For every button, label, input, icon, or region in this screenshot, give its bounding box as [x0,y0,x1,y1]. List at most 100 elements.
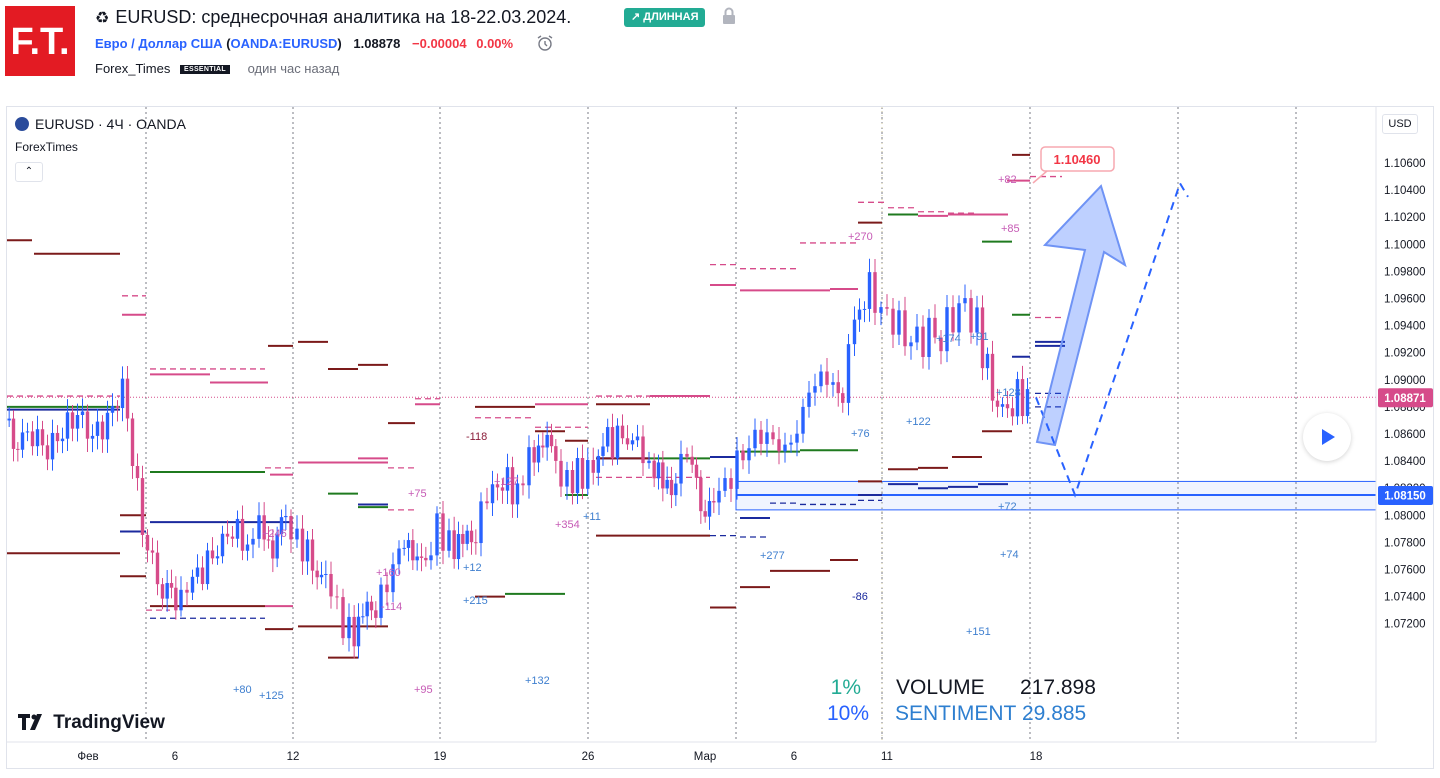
candle-body [665,479,669,489]
candle-body [356,616,361,647]
candle-body [105,412,110,440]
candle-body [60,438,65,442]
symbol-legend: EURUSD · 4Ч · OANDA [15,116,186,132]
candle-body [319,574,324,578]
candle-body [620,425,625,439]
candle-body [424,557,428,561]
forecast-path [1035,180,1189,498]
candle-body [565,470,569,487]
idea-title: ♻ EURUSD: среднесрочная аналитика на 18-2… [95,7,571,28]
candle-body [969,298,973,333]
pivot-annotation: +122 [906,416,931,428]
candle-body [707,501,712,517]
forex-times-logo: F.T. [5,6,75,76]
idea-title-text: EURUSD: среднесрочная аналитика на 18-22… [115,7,572,27]
price-axis-tick: 1.10600 [1384,158,1426,170]
candle-body [415,556,419,561]
price-axis-tick: 1.07600 [1384,565,1426,577]
candle-body [897,310,901,335]
published-time: один час назад [247,61,340,76]
candle-body [879,307,883,313]
ticker-text: OANDA:EURUSD [230,36,338,51]
candle-body [402,547,406,549]
candle-body [1000,404,1005,407]
candle-body [225,533,230,537]
candle-body [580,458,585,489]
candle-body [921,326,925,357]
candle-body [251,538,255,545]
candle-body [310,539,315,571]
candle-body [717,490,721,503]
pivot-annotation: -118 [466,431,487,443]
time-axis-tick: 6 [172,751,178,763]
collapse-indicators-button[interactable]: ⌃ [15,162,43,182]
candle-body [549,434,554,447]
candle-body [795,433,799,443]
candle-body [933,317,937,338]
pivot-annotation: +151 [966,626,991,638]
candle-body [262,515,266,540]
candle-body [586,460,590,489]
candle-body [461,533,465,544]
candle-body [915,326,919,343]
candle-body [939,337,943,352]
pivot-annotation: +215 [463,595,488,607]
watermark-text: TradingView [53,712,165,733]
candle-body [485,501,489,504]
candle-body [591,460,595,473]
candle-body [694,464,699,478]
recycle-icon: ♻ [95,10,110,27]
indicator-name[interactable]: ForexTimes [15,140,78,154]
price-axis-tick: 1.10400 [1384,185,1426,197]
candle-body [300,528,305,562]
author-name[interactable]: Forex_Times [95,61,171,76]
candle-body [125,378,130,419]
candle-body [95,421,100,436]
candle-body [20,432,25,450]
pivot-annotation: +82 [998,174,1017,186]
candle-body [284,515,288,518]
candle-body [379,584,383,618]
play-replay-button[interactable] [1303,413,1351,461]
alarm-clock-icon[interactable] [536,34,554,57]
candle-body [625,438,630,445]
candle-body [266,539,271,541]
pivot-annotation: +95 [414,684,433,696]
time-axis-tick: Фев [77,751,98,763]
candle-body [195,567,200,577]
candle-body [429,555,433,561]
candle-body [521,483,525,486]
candle-body [703,511,707,517]
candle-body [235,518,240,539]
candle-body [305,539,310,562]
pair-link[interactable]: Евро / Доллар США [95,36,223,51]
candle-body [85,411,90,439]
candle-body [575,458,580,494]
pivot-annotation: +354 [555,519,580,531]
target-callout-box [1040,146,1115,172]
candle-body [903,310,907,347]
candle-body [927,317,931,357]
currency-label[interactable]: USD [1382,114,1418,134]
candle-body [190,576,195,593]
pivot-annotation: +127 [494,476,519,488]
current-price-tag [1378,388,1433,408]
candle-body [30,431,35,447]
price-axis-tick: 1.10200 [1384,212,1426,224]
price-change-pct: 0.00% [476,36,514,51]
candle-body [980,307,985,369]
candle-body [807,392,811,407]
essential-badge: ESSENTIAL [180,65,230,74]
candle-body [230,536,235,539]
candle-body [456,533,461,560]
candle-body [160,584,165,599]
candle-body [615,425,620,459]
chart-frame[interactable] [6,106,1434,769]
candle-body [867,272,872,309]
candle-body [532,447,536,463]
price-axis-tick: 1.09400 [1384,321,1426,333]
pivot-annotation: +76 [851,428,870,440]
pivot-annotation: +174 [936,333,961,345]
ticker-link[interactable]: (OANDA:EURUSD) [226,36,342,51]
